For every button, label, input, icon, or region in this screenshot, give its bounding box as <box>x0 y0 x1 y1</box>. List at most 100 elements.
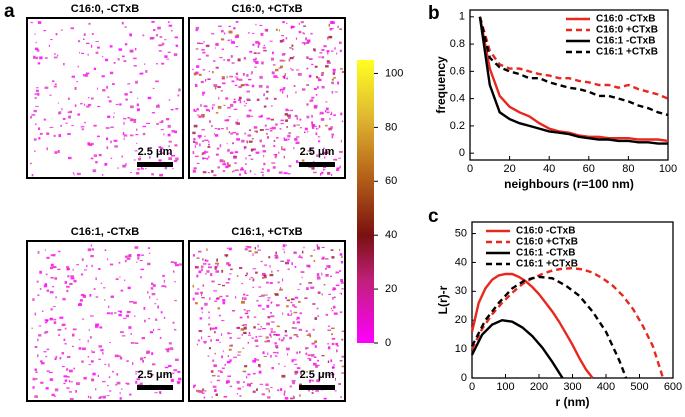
speckle <box>292 26 296 28</box>
speckle <box>202 93 204 96</box>
legend-label: C16:1 -CTxB <box>516 248 575 259</box>
speckle <box>230 39 232 41</box>
speckle <box>37 62 41 65</box>
speckle <box>221 30 224 33</box>
y-tick-label: 40 <box>455 256 467 268</box>
speckle <box>293 85 296 87</box>
speckle <box>231 80 235 83</box>
speckle <box>160 147 164 150</box>
speckle <box>177 94 180 97</box>
speckle <box>220 38 225 41</box>
speckle <box>214 86 217 90</box>
speckle <box>334 91 338 93</box>
speckle <box>260 114 263 118</box>
speckle <box>202 388 205 391</box>
speckle <box>296 335 299 338</box>
speckle <box>305 37 307 41</box>
speckle <box>221 269 224 273</box>
speckle <box>77 65 79 68</box>
speckle <box>168 24 173 27</box>
speckle <box>280 339 284 342</box>
speckle <box>276 304 280 307</box>
speckle <box>274 293 279 296</box>
speckle <box>219 295 223 298</box>
speckle <box>233 108 238 110</box>
speckle <box>44 57 48 59</box>
speckle <box>243 100 245 103</box>
speckle <box>246 273 248 275</box>
speckle <box>226 162 229 165</box>
speckle <box>44 331 49 334</box>
speckle <box>229 273 232 275</box>
speckle <box>209 297 211 300</box>
speckle <box>76 81 78 83</box>
speckle <box>244 312 249 315</box>
speckle <box>93 124 97 127</box>
speckle <box>293 311 298 314</box>
speckle <box>258 84 263 88</box>
speckle <box>135 371 139 373</box>
speckle <box>122 132 125 135</box>
speckle <box>133 301 137 304</box>
speckle <box>290 310 292 312</box>
speckle <box>314 106 317 109</box>
speckle <box>285 244 288 246</box>
speckle <box>55 33 58 36</box>
speckle <box>174 144 178 147</box>
speckle <box>168 342 172 345</box>
speckle <box>267 136 270 139</box>
speckle <box>221 76 225 80</box>
speckle <box>266 117 271 120</box>
speckle <box>202 284 205 287</box>
speckle <box>262 173 264 177</box>
speckle <box>201 49 205 51</box>
speckle <box>216 258 218 262</box>
speckle <box>113 62 116 64</box>
speckle <box>54 83 57 86</box>
speckle <box>317 291 321 294</box>
speckle <box>257 244 259 248</box>
speckle <box>44 86 49 89</box>
speckle <box>156 123 159 125</box>
speckle <box>118 355 121 357</box>
speckle <box>303 32 305 35</box>
speckle <box>250 148 255 151</box>
speckle <box>241 139 245 143</box>
speckle <box>258 335 263 337</box>
speckle <box>305 371 309 373</box>
speckle <box>250 276 253 279</box>
speckle <box>215 339 220 341</box>
speckle <box>99 396 103 399</box>
speckle <box>87 53 89 56</box>
speckle <box>167 347 170 351</box>
speckle <box>225 97 229 100</box>
speckle <box>127 83 131 85</box>
speckle <box>237 119 239 121</box>
speckle <box>331 173 333 176</box>
speckle <box>120 331 124 333</box>
speckle <box>316 127 317 130</box>
speckle <box>326 60 330 63</box>
speckle <box>124 93 128 96</box>
speckle <box>108 100 112 103</box>
speckle <box>326 61 331 64</box>
speckle <box>35 371 38 373</box>
speckle <box>312 160 315 162</box>
speckle <box>227 59 231 62</box>
speckle <box>206 270 210 273</box>
speckle <box>242 347 245 349</box>
speckle <box>263 94 265 97</box>
speckle <box>81 128 84 131</box>
speckle <box>39 56 43 60</box>
speckle <box>269 273 274 277</box>
speckle <box>265 336 269 339</box>
speckle <box>227 150 229 152</box>
speckle <box>108 305 110 309</box>
speckle <box>297 256 302 258</box>
speckle <box>226 262 230 265</box>
speckle <box>295 141 300 144</box>
speckle <box>152 363 156 366</box>
speckle <box>95 296 99 298</box>
speckle <box>199 42 204 45</box>
colorbar-tick-label: 80 <box>385 121 397 133</box>
